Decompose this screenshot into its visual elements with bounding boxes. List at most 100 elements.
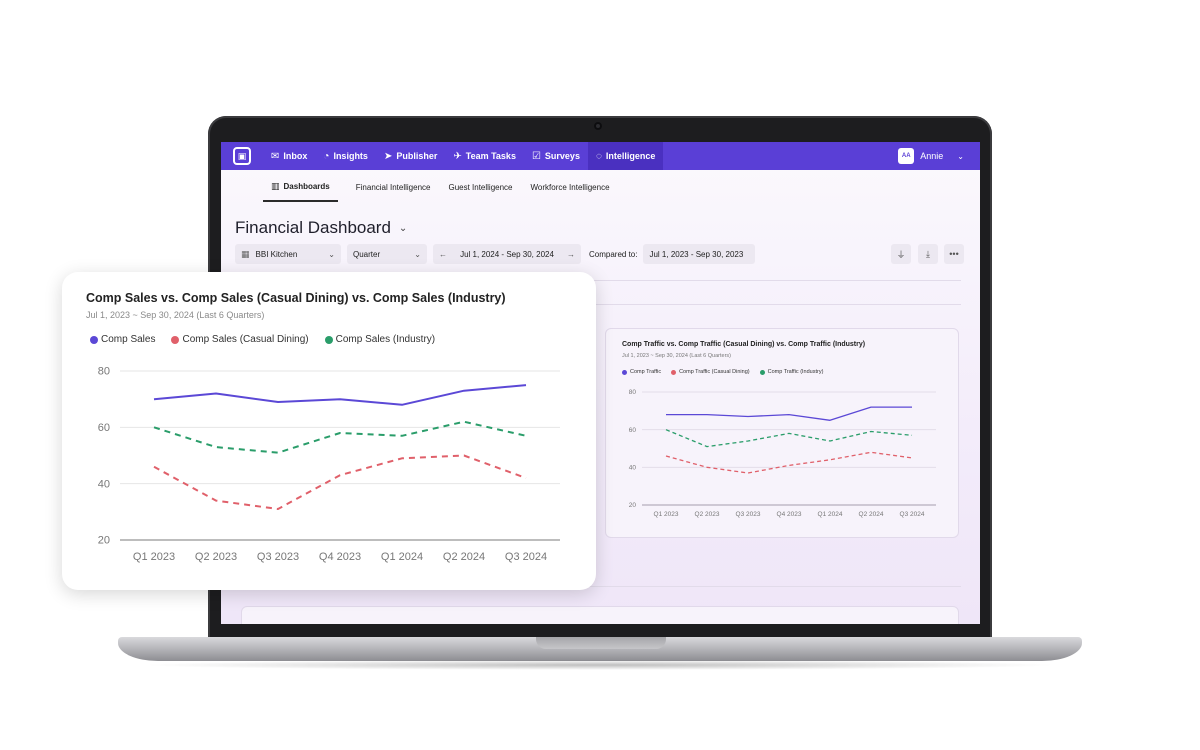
nav-item-team-tasks[interactable]: ✈ Team Tasks	[445, 142, 524, 170]
clipboard-icon: ☑	[531, 150, 541, 162]
x-tick-label: Q3 2023	[257, 551, 299, 563]
legend-item[interactable]: Comp Sales	[90, 334, 155, 345]
page-title[interactable]: Financial Dashboard ⌄	[235, 218, 407, 238]
top-nav: ▣ ✉ Inbox ◔ Insights ➤ Publisher ✈ Team …	[221, 142, 980, 170]
legend-label: Comp Traffic (Casual Dining)	[679, 369, 750, 375]
tab-dashboards[interactable]: ▥ Dashboards	[263, 172, 338, 202]
arrow-left-icon[interactable]: ←	[439, 249, 447, 259]
filter-bar: ▦ BBI Kitchen ⌄ Quarter ⌄ ← Jul 1, 2024 …	[235, 244, 756, 264]
legend-item[interactable]: Comp Traffic	[622, 369, 661, 375]
legend-label: Comp Sales	[101, 334, 156, 345]
legend-label: Comp Sales (Casual Dining)	[182, 334, 309, 345]
series-line-1	[153, 384, 527, 406]
x-tick-label: Q1 2023	[133, 551, 175, 563]
y-tick-label: 20	[98, 535, 110, 547]
legend-dot	[671, 369, 677, 375]
nav-item-surveys[interactable]: ☑ Surveys	[524, 142, 588, 170]
more-button[interactable]: •••	[944, 244, 964, 264]
legend-item[interactable]: Comp Sales (Casual Dining)	[171, 334, 309, 345]
legend-dot	[622, 369, 627, 375]
tab-guest-intelligence[interactable]: Guest Intelligence	[448, 172, 512, 202]
divider	[237, 304, 961, 305]
nav-item-label: Surveys	[544, 151, 580, 161]
y-tick-label: 80	[98, 366, 110, 378]
location-select[interactable]: ▦ BBI Kitchen ⌄	[235, 244, 341, 264]
comp-sales-chart: 80 60 40 20 Q1 2023 Q2 2023 Q3 2023 Q4 2023 Q1 2…	[98, 366, 560, 563]
tab-label: Guest Intelligence	[448, 182, 513, 192]
x-tick-label: Q4 2023	[319, 551, 361, 563]
nav-item-publisher[interactable]: ➤ Publisher	[376, 142, 445, 170]
comp-traffic-chart: 80 60 40 20 Q1 2023 Q2 2023 Q3 2023 Q4 2023 Q1 2…	[629, 389, 936, 518]
legend-item[interactable]: Comp Traffic (Casual Dining)	[671, 369, 750, 375]
x-tick-label: Q3 2023	[736, 511, 761, 518]
bar-chart-icon: ▥	[271, 180, 280, 191]
tab-label: Dashboards	[283, 181, 330, 191]
x-tick-label: Q3 2024	[900, 511, 925, 518]
legend-item[interactable]: Comp Sales (Industry)	[324, 334, 435, 345]
series-line-2	[153, 454, 527, 510]
tab-label: Workforce Intelligence	[530, 182, 610, 192]
chart-title: Comp Traffic vs. Comp Traffic (Casual Di…	[622, 341, 866, 348]
download-button[interactable]: ⤓	[918, 244, 938, 264]
location-value: BBI Kitchen	[255, 249, 298, 259]
y-tick-label: 80	[629, 389, 637, 396]
period-value: Quarter	[353, 249, 381, 259]
x-tick-label: Q1 2024	[818, 511, 843, 518]
divider	[237, 586, 961, 587]
mail-icon: ✉	[271, 150, 280, 162]
x-tick-label: Q2 2024	[859, 511, 884, 518]
arrow-right-icon[interactable]: →	[566, 249, 575, 259]
chevron-down-icon: ⌄	[328, 249, 335, 259]
laptop-notch	[536, 637, 666, 649]
y-tick-label: 20	[629, 502, 637, 509]
nav-item-label: Insights	[333, 151, 368, 161]
nav-item-label: Publisher	[396, 151, 438, 161]
y-tick-label: 60	[98, 422, 110, 434]
date-range-picker[interactable]: ← Jul 1, 2024 - Sep 30, 2024 →	[433, 244, 581, 264]
comp-sales-card: Comp Sales vs. Comp Sales (Casual Dining…	[62, 272, 596, 590]
x-tick-label: Q3 2024	[505, 551, 547, 563]
chevron-down-icon: ⌄	[957, 151, 964, 161]
nav-item-label: Team Tasks	[465, 151, 516, 161]
legend-item[interactable]: Comp Traffic (Industry)	[759, 369, 823, 375]
nav-item-label: Intelligence	[605, 151, 656, 161]
user-name: Annie	[920, 151, 944, 161]
tab-workforce-intelligence[interactable]: Workforce Intelligence	[531, 172, 610, 202]
camera-icon	[594, 122, 602, 130]
tab-label: Financial Intelligence	[355, 182, 431, 192]
x-tick-label: Q4 2023	[777, 511, 802, 518]
compared-range-picker[interactable]: Jul 1, 2023 - Sep 30, 2023	[643, 244, 756, 264]
sub-nav: ▥ Dashboards Financial Intelligence Gues…	[263, 172, 610, 202]
x-tick-label: Q1 2023	[654, 511, 679, 518]
series-line-2	[665, 451, 913, 474]
comp-traffic-card: Comp Traffic vs. Comp Traffic (Casual Di…	[605, 328, 959, 538]
download-icon: ⤓	[926, 248, 930, 259]
nav-item-intelligence[interactable]: ◌ Intelligence	[587, 142, 664, 170]
avatar: AA	[898, 148, 915, 164]
filter-button[interactable]: ⏚	[891, 244, 911, 264]
chart-subtitle: Jul 1, 2023 ~ Sep 30, 2024 (Last 6 Quart…	[622, 353, 731, 359]
building-icon: ▦	[241, 248, 250, 259]
next-card	[241, 606, 959, 624]
tab-financial-intelligence[interactable]: Financial Intelligence	[356, 172, 431, 202]
filter-icon: ⏚	[896, 249, 906, 260]
legend-dot	[171, 335, 180, 344]
y-tick-label: 40	[629, 465, 637, 472]
more-icon: •••	[949, 249, 959, 259]
chevron-down-icon: ⌄	[414, 249, 421, 259]
rocket-icon: ✈	[453, 150, 462, 162]
period-select[interactable]: Quarter ⌄	[347, 244, 427, 264]
chart-subtitle: Jul 1, 2023 ~ Sep 30, 2024 (Last 6 Quart…	[86, 310, 265, 320]
series-line-1	[666, 406, 912, 421]
chevron-down-icon: ⌄	[398, 222, 408, 234]
nav-item-insights[interactable]: ◔ Insights	[315, 142, 376, 170]
nav-item-inbox[interactable]: ✉ Inbox	[263, 142, 315, 170]
send-icon: ➤	[383, 150, 393, 162]
x-tick-label: Q2 2024	[443, 551, 485, 563]
user-menu[interactable]: AA Annie ⌄	[898, 142, 964, 170]
legend-dot	[759, 369, 765, 375]
chart-legend: Comp Traffic Comp Traffic (Casual Dining…	[622, 369, 823, 375]
laptop-shadow	[140, 660, 1060, 670]
y-tick-label: 60	[629, 427, 637, 434]
app-logo-icon[interactable]: ▣	[233, 147, 251, 165]
